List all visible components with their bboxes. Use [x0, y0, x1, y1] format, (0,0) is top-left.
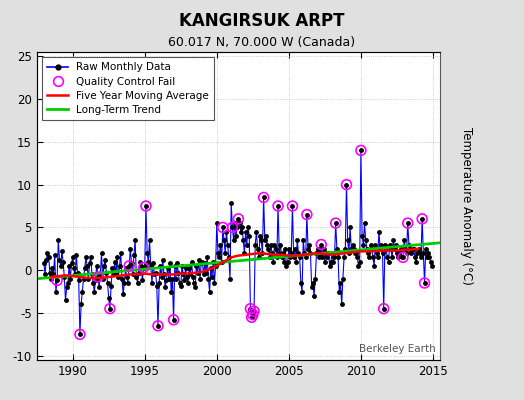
Point	[76, 331, 84, 338]
Point	[399, 254, 407, 260]
Text: KANGIRSUK ARPT: KANGIRSUK ARPT	[179, 12, 345, 30]
Point	[342, 182, 351, 188]
Point	[219, 224, 227, 230]
Y-axis label: Temperature Anomaly (°C): Temperature Anomaly (°C)	[460, 127, 473, 285]
Point	[106, 306, 114, 312]
Point	[142, 203, 150, 209]
Point	[53, 277, 61, 284]
Point	[303, 211, 311, 218]
Point	[139, 264, 148, 271]
Legend: Raw Monthly Data, Quality Control Fail, Five Year Moving Average, Long-Term Tren: Raw Monthly Data, Quality Control Fail, …	[42, 57, 214, 120]
Text: 60.017 N, 70.000 W (Canada): 60.017 N, 70.000 W (Canada)	[168, 36, 356, 49]
Point	[357, 147, 365, 154]
Point	[169, 316, 178, 323]
Point	[154, 322, 162, 329]
Point	[379, 306, 388, 312]
Point	[403, 220, 412, 226]
Point	[259, 194, 268, 201]
Point	[249, 312, 257, 318]
Text: Berkeley Earth: Berkeley Earth	[359, 344, 436, 354]
Point	[246, 306, 255, 312]
Point	[125, 263, 133, 269]
Point	[274, 203, 282, 209]
Point	[317, 241, 325, 248]
Point	[228, 224, 237, 230]
Point	[420, 280, 429, 286]
Point	[332, 220, 340, 226]
Point	[418, 216, 427, 222]
Point	[234, 216, 243, 222]
Point	[288, 203, 297, 209]
Point	[250, 308, 258, 314]
Point	[247, 314, 256, 320]
Point	[94, 274, 102, 280]
